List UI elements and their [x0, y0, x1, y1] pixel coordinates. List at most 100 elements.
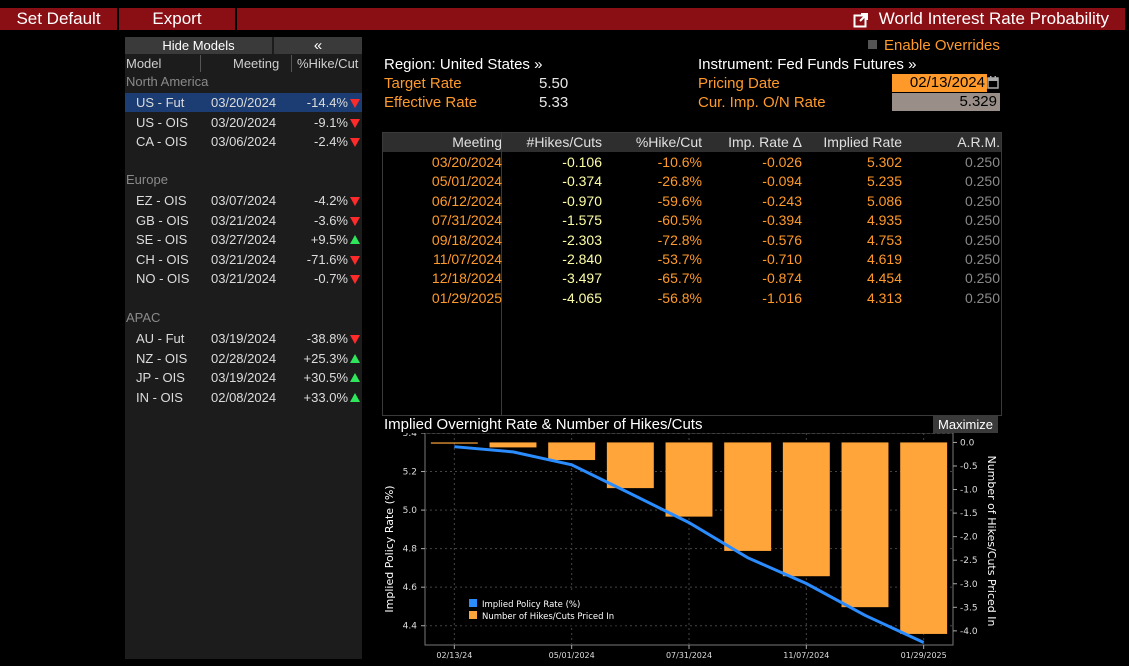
model-pct: +9.5% [311, 230, 360, 249]
col-implied-rate[interactable]: Implied Rate [823, 134, 902, 150]
model-row[interactable]: AU - Fut 03/19/2024 -38.8% [125, 329, 362, 348]
model-pct: +25.3% [304, 349, 360, 368]
chart-bar [665, 442, 713, 517]
down-arrow-icon [350, 255, 360, 265]
cell-meeting: 07/31/2024 [431, 212, 502, 229]
cell-implied-rate: 4.753 [866, 231, 902, 248]
y2-axis-label: Number of Hikes/Cuts Priced In [985, 455, 998, 626]
cell-imp-rate-delta: -1.016 [762, 289, 802, 306]
target-rate-value: 5.50 [539, 75, 569, 92]
col-pct-hike-cut[interactable]: %Hike/Cut [635, 134, 702, 150]
cell-pct-hike-cut: -53.7% [657, 251, 702, 267]
cell-implied-rate: 5.235 [866, 173, 902, 190]
y2-tick-label: -1.0 [960, 486, 978, 496]
maximize-button[interactable]: Maximize [933, 416, 998, 433]
cell-arm: 0.250 [964, 192, 1000, 209]
set-default-button[interactable]: Set Default [0, 8, 117, 30]
cell-arm: 0.250 [964, 212, 1000, 229]
col-meeting[interactable]: Meeting [233, 56, 280, 71]
model-row[interactable]: CH - OIS 03/21/2024 -71.6% [125, 250, 362, 269]
legend-label: Number of Hikes/Cuts Priced In [482, 612, 614, 622]
calendar-icon[interactable] [987, 75, 999, 89]
y2-tick-label: -3.0 [960, 580, 978, 590]
chart-bar [489, 442, 537, 448]
model-row[interactable]: EZ - OIS 03/07/2024 -4.2% [125, 191, 362, 210]
x-tick-label: 11/07/2024 [783, 651, 829, 660]
y2-tick-label: -2.5 [960, 556, 978, 566]
model-row[interactable]: NO - OIS 03/21/2024 -0.7% [125, 269, 362, 288]
model-pct-value: -4.2% [314, 193, 348, 208]
table-row[interactable]: 06/12/2024 -0.970 -59.6% -0.243 5.086 0.250 [383, 192, 1001, 211]
chart-bar [430, 442, 478, 444]
model-meeting-date: 02/08/2024 [211, 389, 277, 405]
model-pct: -3.6% [314, 211, 360, 230]
external-link-icon[interactable] [853, 12, 869, 28]
up-arrow-icon [350, 353, 360, 363]
y-axis-label: Implied Policy Rate (%) [383, 485, 396, 612]
col-hikes-cuts[interactable]: #Hikes/Cuts [526, 134, 602, 150]
y-tick-label: 4.6 [403, 583, 418, 593]
model-row[interactable]: JP - OIS 03/19/2024 +30.5% [125, 368, 362, 387]
table-row[interactable]: 01/29/2025 -4.065 -56.8% -1.016 4.313 0.250 [383, 289, 1001, 308]
enable-overrides-label[interactable]: Enable Overrides [884, 37, 1000, 54]
cell-arm: 0.250 [964, 289, 1000, 306]
down-arrow-icon [350, 197, 360, 206]
y2-tick-label: -2.0 [960, 533, 978, 543]
divider [501, 133, 502, 415]
model-name: US - Fut [136, 95, 185, 110]
col-model[interactable]: Model [126, 56, 162, 71]
model-meeting-date: 03/21/2024 [211, 212, 277, 228]
cell-imp-rate-delta: -0.243 [762, 192, 802, 209]
down-arrow-icon [350, 118, 360, 128]
chart-bar [900, 442, 948, 634]
model-row[interactable]: CA - OIS 03/06/2024 -2.4% [125, 132, 362, 151]
pricing-date-label: Pricing Date [698, 75, 780, 92]
model-row[interactable]: IN - OIS 02/08/2024 +33.0% [125, 388, 362, 407]
cell-imp-rate-delta: -0.094 [762, 173, 802, 190]
cell-arm: 0.250 [964, 154, 1000, 170]
cell-pct-hike-cut: -65.7% [657, 270, 702, 287]
col-arm[interactable]: A.R.M. [957, 134, 1000, 150]
cell-arm: 0.250 [964, 231, 1000, 248]
model-row[interactable]: NZ - OIS 02/28/2024 +25.3% [125, 349, 362, 368]
cell-pct-hike-cut: -59.6% [657, 192, 702, 209]
hide-models-button[interactable]: Hide Models [125, 37, 272, 54]
cell-arm: 0.250 [964, 251, 1000, 267]
model-row[interactable]: SE - OIS 03/27/2024 +9.5% [125, 230, 362, 249]
enable-overrides-checkbox[interactable] [868, 40, 877, 49]
y2-tick-label: -1.5 [960, 509, 978, 519]
model-row[interactable]: GB - OIS 03/21/2024 -3.6% [125, 211, 362, 230]
table-row[interactable]: 03/20/2024 -0.106 -10.6% -0.026 5.302 0.250 [383, 153, 1001, 172]
model-name: US - OIS [136, 114, 189, 130]
region-selector[interactable]: Region: United States » [384, 56, 543, 73]
window-title-bar: World Interest Rate Probability [237, 8, 1125, 30]
y2-tick-label: -3.5 [960, 603, 978, 613]
pricing-date-input[interactable]: 02/13/2024 [892, 74, 987, 92]
on-rate-input[interactable]: 5.329 [892, 93, 1000, 111]
x-tick-label: 05/01/2024 [549, 651, 595, 660]
col-imp-rate-delta[interactable]: Imp. Rate Δ [728, 134, 802, 150]
model-name: SE - OIS [136, 232, 188, 247]
table-row[interactable]: 11/07/2024 -2.840 -53.7% -0.710 4.619 0.250 [383, 250, 1001, 269]
table-row[interactable]: 07/31/2024 -1.575 -60.5% -0.394 4.935 0.250 [383, 211, 1001, 230]
cell-arm: 0.250 [964, 270, 1000, 287]
cell-hikes-cuts: -1.575 [562, 212, 602, 229]
model-name: GB - OIS [136, 212, 189, 228]
export-button[interactable]: Export [119, 8, 235, 30]
col-hike-cut[interactable]: %Hike/Cut [297, 56, 359, 71]
cell-implied-rate: 5.302 [866, 154, 902, 170]
table-row[interactable]: 05/01/2024 -0.374 -26.8% -0.094 5.235 0.250 [383, 172, 1001, 191]
cell-implied-rate: 4.935 [866, 212, 902, 229]
table-row[interactable]: 09/18/2024 -2.303 -72.8% -0.576 4.753 0.250 [383, 231, 1001, 250]
model-meeting-date: 03/21/2024 [211, 271, 277, 286]
model-pct-value: +30.5% [303, 370, 348, 385]
x-tick-label: 07/31/2024 [666, 651, 712, 660]
model-row[interactable]: US - Fut 03/20/2024 -14.4% [125, 93, 362, 112]
instrument-selector[interactable]: Instrument: Fed Funds Futures » [698, 56, 917, 73]
model-pct-value: +9.5% [310, 232, 348, 247]
model-row[interactable]: US - OIS 03/20/2024 -9.1% [125, 113, 362, 132]
table-row[interactable]: 12/18/2024 -3.497 -65.7% -0.874 4.454 0.250 [383, 269, 1001, 288]
cell-pct-hike-cut: -56.8% [657, 289, 702, 306]
col-meeting[interactable]: Meeting [452, 134, 502, 150]
collapse-panel-button[interactable]: « [274, 37, 362, 54]
